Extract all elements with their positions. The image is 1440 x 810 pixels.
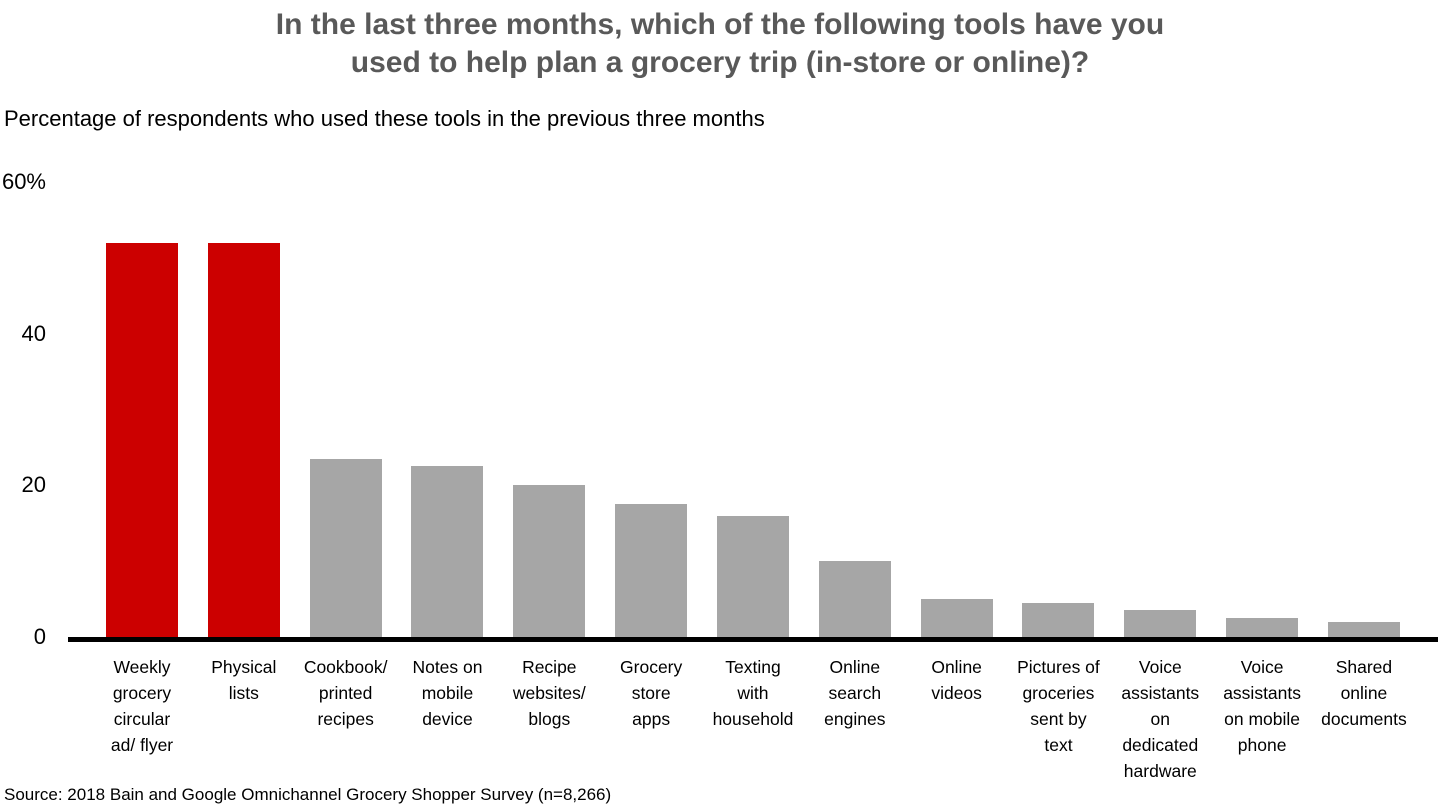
x-axis-label: Shared online documents — [1321, 657, 1407, 729]
y-axis-tick-0: 0 — [33, 624, 46, 649]
x-axis-label: Physical lists — [211, 657, 277, 703]
x-axis-label: Voice assistants on dedicated hardware — [1121, 657, 1200, 781]
x-axis-label: Texting with household — [712, 657, 794, 729]
bar-column — [805, 182, 905, 637]
bar-column — [1110, 182, 1210, 637]
x-axis-label: Online search engines — [824, 657, 886, 729]
x-axis-labels-row: Weekly grocery circular ad/ flyer Physica… — [68, 654, 1438, 784]
bar-column — [194, 182, 294, 637]
chart-subtitle: Percentage of respondents who used these… — [4, 106, 765, 131]
x-axis-label: Weekly grocery circular ad/ flyer — [110, 657, 174, 755]
chart-title: In the last three months, which of the f… — [275, 8, 1165, 79]
bar — [1022, 602, 1095, 637]
bar — [207, 242, 280, 637]
x-axis-label: Recipe websites/ blogs — [512, 657, 586, 729]
bar — [716, 515, 789, 637]
bar-column — [1008, 182, 1108, 637]
bar — [309, 458, 382, 637]
bar-column — [499, 182, 599, 637]
y-axis-tick-40: 40 — [21, 321, 46, 346]
bar-column — [92, 182, 192, 637]
x-axis-label: Pictures of groceries sent by text — [1017, 657, 1100, 755]
chart-area: 60% 40 20 0 Weekly grocery circular ad/ … — [2, 169, 1438, 784]
x-axis-label: Notes on mobile device — [412, 657, 483, 729]
bar — [1226, 618, 1299, 637]
bar-column — [601, 182, 701, 637]
bar — [920, 599, 993, 637]
y-axis-tick-20: 20 — [21, 472, 46, 497]
y-axis-tick-60: 60% — [1, 169, 46, 194]
bar-column — [907, 182, 1007, 637]
bar — [818, 561, 891, 637]
bar — [411, 466, 484, 637]
bar-column — [397, 182, 497, 637]
bars-row — [68, 182, 1438, 637]
bar-column — [703, 182, 803, 637]
bar — [513, 485, 586, 637]
bar — [1327, 621, 1400, 637]
bar-column — [296, 182, 396, 637]
source-note: Source: 2018 Bain and Google Omnichannel… — [4, 785, 612, 804]
x-axis-label: Cookbook/ printed recipes — [303, 657, 388, 729]
bar-column — [1314, 182, 1414, 637]
x-axis-label: Online videos — [931, 657, 982, 703]
plot-area-with-x-axis-line — [68, 182, 1438, 642]
bar — [106, 242, 178, 637]
x-axis-label: Voice assistants on mobile phone — [1223, 657, 1302, 755]
x-axis-label: Grocery store apps — [620, 657, 683, 729]
bar — [1124, 610, 1197, 637]
bar — [615, 504, 688, 637]
bar-column — [1212, 182, 1312, 637]
